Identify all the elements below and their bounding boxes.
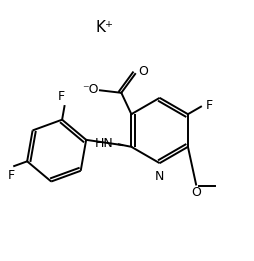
Text: ⁻O: ⁻O	[82, 83, 99, 96]
Text: O: O	[191, 186, 201, 199]
Text: HN: HN	[95, 137, 114, 150]
Text: K⁺: K⁺	[96, 20, 113, 35]
Text: F: F	[8, 169, 15, 182]
Text: O: O	[139, 66, 149, 79]
Text: F: F	[58, 90, 65, 103]
Text: F: F	[205, 99, 213, 112]
Text: N: N	[155, 170, 164, 183]
